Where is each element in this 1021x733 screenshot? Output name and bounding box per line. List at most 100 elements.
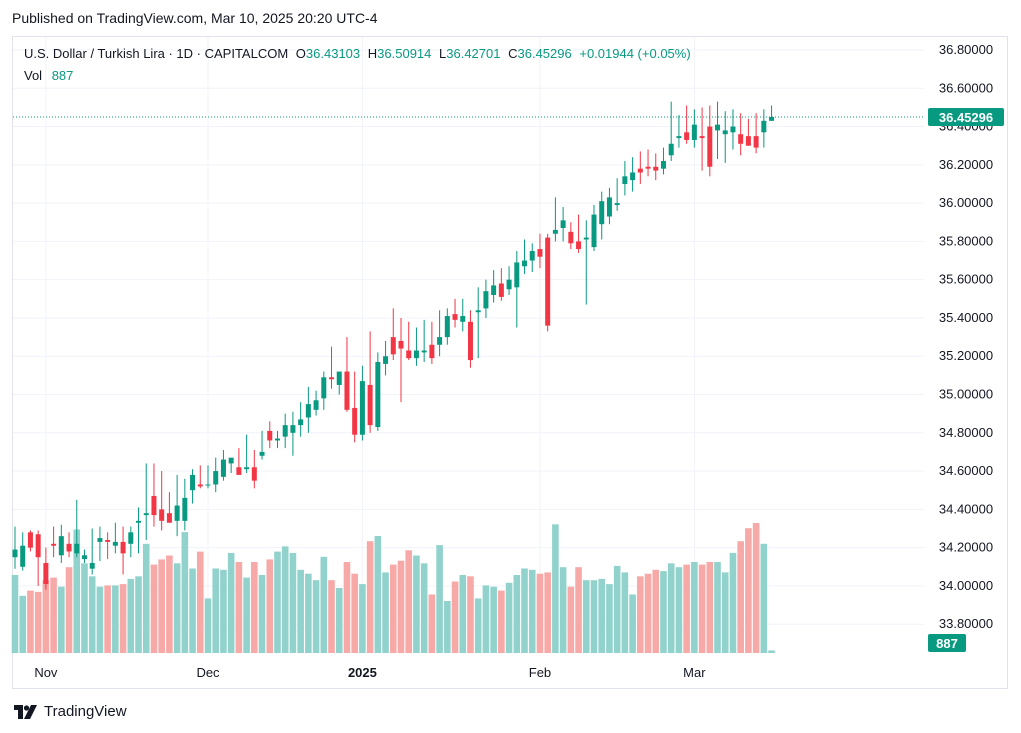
candle-body[interactable] bbox=[383, 356, 389, 364]
candle-body[interactable] bbox=[545, 237, 551, 326]
candle-body[interactable] bbox=[529, 250, 535, 261]
candle-body[interactable] bbox=[151, 495, 157, 516]
candle-body[interactable] bbox=[105, 539, 111, 542]
candle-body[interactable] bbox=[27, 532, 33, 548]
candle-body[interactable] bbox=[630, 172, 636, 181]
candle-body[interactable] bbox=[236, 467, 242, 475]
candle-body[interactable] bbox=[715, 124, 721, 131]
chart-frame[interactable] bbox=[12, 36, 1008, 689]
candle-body[interactable] bbox=[43, 562, 49, 585]
candle-body[interactable] bbox=[274, 438, 280, 441]
candle-body[interactable] bbox=[367, 384, 373, 426]
candle-body[interactable] bbox=[398, 340, 404, 349]
candle-body[interactable] bbox=[228, 457, 234, 464]
candle-body[interactable] bbox=[313, 400, 319, 410]
candle-body[interactable] bbox=[668, 143, 674, 156]
candle-body[interactable] bbox=[660, 161, 666, 169]
footer-brand[interactable]: TradingView bbox=[14, 703, 127, 720]
candle-body[interactable] bbox=[514, 262, 520, 288]
candle-body[interactable] bbox=[560, 220, 566, 229]
candle-body[interactable] bbox=[761, 120, 767, 133]
candle-body[interactable] bbox=[97, 538, 103, 542]
candle-body[interactable] bbox=[460, 316, 466, 322]
candle-body[interactable] bbox=[390, 337, 396, 355]
candle-body[interactable] bbox=[20, 545, 26, 567]
candle-body[interactable] bbox=[12, 549, 18, 558]
candle-body[interactable] bbox=[467, 321, 473, 361]
candle-body[interactable] bbox=[653, 166, 659, 171]
candle-body[interactable] bbox=[159, 509, 165, 521]
candle-body[interactable] bbox=[722, 130, 728, 135]
candle-body[interactable] bbox=[452, 314, 458, 320]
candle-body[interactable] bbox=[182, 497, 188, 521]
candle-body[interactable] bbox=[738, 134, 744, 144]
candle-body[interactable] bbox=[475, 310, 481, 313]
candle-body[interactable] bbox=[143, 513, 149, 516]
candle-body[interactable] bbox=[136, 520, 142, 523]
candle-body[interactable] bbox=[483, 291, 489, 309]
candle-body[interactable] bbox=[220, 459, 226, 477]
candle-body[interactable] bbox=[421, 350, 427, 353]
candle-body[interactable] bbox=[267, 430, 273, 441]
candle-body[interactable] bbox=[190, 474, 196, 491]
candle-body[interactable] bbox=[552, 229, 558, 234]
candlesticks[interactable] bbox=[12, 101, 775, 590]
candle-body[interactable] bbox=[352, 407, 358, 435]
candle-body[interactable] bbox=[259, 451, 265, 456]
candle-body[interactable] bbox=[89, 562, 95, 569]
candle-body[interactable] bbox=[406, 350, 412, 359]
candle-body[interactable] bbox=[51, 543, 57, 546]
candle-body[interactable] bbox=[707, 126, 713, 167]
candle-body[interactable] bbox=[684, 132, 690, 140]
symbol-title[interactable]: U.S. Dollar / Turkish Lira · 1D · CAPITA… bbox=[24, 46, 289, 61]
candle-body[interactable] bbox=[637, 168, 643, 173]
candle-body[interactable] bbox=[329, 377, 335, 380]
candle-body[interactable] bbox=[174, 505, 180, 521]
candle-body[interactable] bbox=[522, 260, 528, 267]
candle-body[interactable] bbox=[691, 124, 697, 140]
candle-body[interactable] bbox=[197, 484, 203, 487]
candle-body[interactable] bbox=[298, 419, 304, 426]
candle-body[interactable] bbox=[251, 467, 257, 481]
candle-body[interactable] bbox=[166, 513, 172, 523]
candle-body[interactable] bbox=[74, 543, 80, 554]
candle-body[interactable] bbox=[506, 279, 512, 290]
candle-body[interactable] bbox=[112, 541, 118, 546]
candle-body[interactable] bbox=[769, 116, 775, 121]
candle-body[interactable] bbox=[491, 285, 497, 295]
candle-body[interactable] bbox=[645, 166, 651, 169]
price-axis[interactable]: 36.8000036.6000036.4000036.2000036.00000… bbox=[939, 42, 993, 631]
candle-body[interactable] bbox=[344, 371, 350, 410]
candle-body[interactable] bbox=[699, 136, 705, 139]
candle-body[interactable] bbox=[676, 136, 682, 139]
candle-body[interactable] bbox=[282, 425, 288, 437]
candle-body[interactable] bbox=[128, 532, 134, 544]
candle-body[interactable] bbox=[213, 471, 219, 485]
candle-body[interactable] bbox=[359, 381, 365, 435]
candle-body[interactable] bbox=[599, 201, 605, 225]
candle-body[interactable] bbox=[444, 316, 450, 338]
candle-body[interactable] bbox=[622, 176, 628, 184]
candle-body[interactable] bbox=[753, 136, 759, 148]
candle-body[interactable] bbox=[336, 371, 342, 385]
candle-body[interactable] bbox=[375, 361, 381, 428]
candle-body[interactable] bbox=[429, 344, 435, 359]
candle-body[interactable] bbox=[120, 541, 126, 554]
candle-body[interactable] bbox=[290, 425, 296, 433]
candle-body[interactable] bbox=[606, 197, 612, 217]
candle-body[interactable] bbox=[591, 214, 597, 248]
candle-body[interactable] bbox=[730, 126, 736, 133]
candle-body[interactable] bbox=[205, 484, 211, 486]
candle-body[interactable] bbox=[537, 249, 543, 257]
candle-body[interactable] bbox=[437, 337, 443, 345]
candle-body[interactable] bbox=[745, 136, 751, 146]
candle-body[interactable] bbox=[35, 534, 41, 558]
candle-body[interactable] bbox=[244, 467, 250, 470]
time-axis[interactable]: Nov Dec 2025 Feb Mar bbox=[34, 665, 706, 680]
candle-body[interactable] bbox=[66, 543, 72, 552]
candle-body[interactable] bbox=[576, 241, 582, 250]
candle-body[interactable] bbox=[413, 350, 419, 359]
candle-body[interactable] bbox=[583, 237, 589, 240]
candle-body[interactable] bbox=[568, 231, 574, 244]
